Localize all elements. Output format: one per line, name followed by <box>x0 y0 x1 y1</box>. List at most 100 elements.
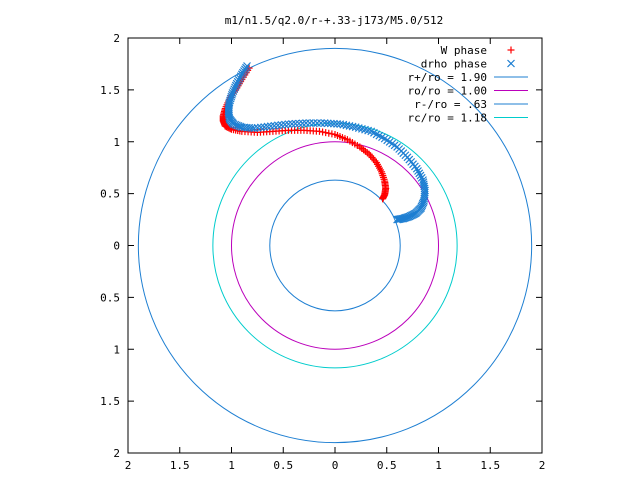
marker-stroke <box>372 130 381 139</box>
data-point <box>225 111 233 120</box>
marker-stroke <box>395 215 404 224</box>
legend-label: r+/ro = 1.90 <box>408 71 487 84</box>
marker-stroke <box>375 131 384 140</box>
marker-stroke <box>309 119 318 127</box>
data-point <box>256 123 265 132</box>
x-tick-label: 0.5 <box>377 459 397 472</box>
data-point <box>415 169 424 178</box>
data-point <box>333 119 341 128</box>
data-point <box>225 113 234 122</box>
marker-stroke <box>225 101 233 110</box>
reference-circle <box>231 141 439 350</box>
marker-stroke <box>361 125 369 134</box>
marker-stroke <box>229 120 238 129</box>
marker-stroke <box>507 59 515 68</box>
x-tick-label: 2 <box>539 459 546 472</box>
data-point <box>339 120 348 129</box>
marker-stroke <box>342 121 351 130</box>
axis-ticks: 2 1.5 1 0.5 0 0.5 1 1.5 221.510.500.511.52 <box>100 32 545 472</box>
marker-stroke <box>416 171 425 180</box>
data-point <box>288 119 296 128</box>
data-point <box>316 119 325 127</box>
x-tick-label: 2 <box>125 459 132 472</box>
data-point <box>302 119 310 127</box>
data-point <box>305 119 314 127</box>
marker-stroke <box>393 215 402 224</box>
legend-label: ro/ro = 1.00 <box>408 85 487 98</box>
legend-label: rc/ro = 1.18 <box>408 112 487 125</box>
data-point <box>412 164 421 173</box>
marker-stroke <box>414 167 422 175</box>
data-point <box>328 130 336 138</box>
marker-stroke <box>288 119 296 128</box>
marker-stroke <box>250 124 259 133</box>
marker-stroke <box>305 119 314 127</box>
marker-stroke <box>419 180 428 189</box>
marker-stroke <box>345 122 354 130</box>
marker-stroke <box>419 178 428 187</box>
y-tick-label: 2 <box>113 447 120 460</box>
x-tick-label: 1.5 <box>480 459 500 472</box>
y-tick-label: 1 <box>113 136 120 149</box>
data-point <box>345 122 354 130</box>
marker-stroke <box>295 119 303 128</box>
marker-stroke <box>260 123 269 131</box>
data-markers <box>219 62 429 224</box>
data-point <box>336 120 345 129</box>
data-point <box>326 119 335 128</box>
marker-stroke <box>378 133 386 142</box>
y-tick-label: 1.5 <box>100 84 120 97</box>
data-point <box>313 119 322 127</box>
y-tick-label: 2 <box>113 32 120 45</box>
data-point <box>348 122 357 131</box>
data-point <box>325 129 333 137</box>
x-tick-label: 0.5 <box>273 459 293 472</box>
data-point <box>284 120 293 129</box>
marker-stroke <box>302 119 310 127</box>
marker-stroke <box>357 124 366 133</box>
data-point <box>315 127 323 135</box>
marker-stroke <box>247 124 256 132</box>
legend-marker <box>507 59 515 68</box>
marker-stroke <box>369 128 378 137</box>
marker-stroke <box>417 173 426 182</box>
marker-stroke <box>231 120 240 129</box>
marker-stroke <box>419 176 427 185</box>
marker-stroke <box>367 127 376 136</box>
data-point <box>417 173 426 182</box>
data-point <box>322 129 330 137</box>
marker-stroke <box>313 119 322 127</box>
marker-stroke <box>253 123 262 132</box>
y-tick-label: 0.5 <box>100 291 120 304</box>
marker-stroke <box>354 124 363 132</box>
data-point <box>395 215 404 224</box>
data-point <box>320 119 329 127</box>
data-point <box>247 124 256 132</box>
marker-stroke <box>316 119 325 127</box>
marker-stroke <box>351 123 360 132</box>
marker-stroke <box>320 119 329 127</box>
y-tick-label: 1.5 <box>100 395 120 408</box>
legend-label: W phase <box>441 44 487 57</box>
legend-label: drho phase <box>421 58 487 71</box>
x-tick-label: 1 <box>228 459 235 472</box>
marker-stroke <box>394 215 403 224</box>
marker-stroke <box>333 119 341 128</box>
marker-stroke <box>284 120 293 129</box>
x-tick-label: 1.5 <box>170 459 190 472</box>
data-point <box>342 121 351 130</box>
data-point <box>371 157 379 165</box>
marker-stroke <box>323 119 332 128</box>
marker-stroke <box>234 122 243 130</box>
marker-stroke <box>256 123 265 132</box>
marker-stroke <box>348 122 357 131</box>
x-tick-label: 1 <box>435 459 442 472</box>
data-point <box>295 119 303 128</box>
data-point <box>253 123 262 132</box>
marker-stroke <box>415 169 424 178</box>
marker-stroke <box>326 119 335 128</box>
marker-stroke <box>232 121 241 130</box>
legend-label: r-/ro = .63 <box>414 98 487 111</box>
